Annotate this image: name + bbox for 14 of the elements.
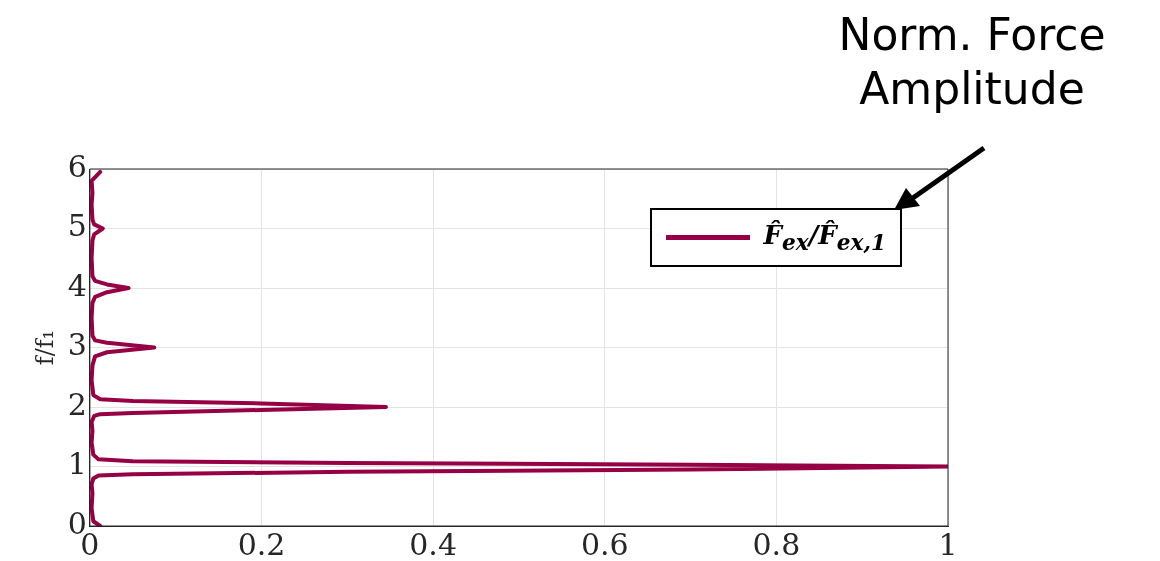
y-tick-label: 1 [67, 446, 87, 482]
y-tick-label: 3 [67, 327, 87, 363]
legend-label: F̂$_{ex}$/F̂$_{ex,1}$ [763, 220, 886, 256]
text: Norm. Force Amplitude [837, 8, 1107, 116]
y-tick-label: 2 [67, 386, 87, 422]
x-tick-label: 1 [938, 526, 958, 561]
x-tick-label: 0.6 [580, 526, 629, 561]
x-tick-label: 0.2 [237, 526, 286, 561]
x-tick-label: 0.4 [409, 526, 457, 561]
y-tick-label: 4 [67, 267, 87, 303]
y-axis-title: f/f₁ [30, 329, 59, 366]
y-tick-label: 6 [67, 148, 87, 184]
y-tick-label: 5 [67, 208, 87, 244]
x-tick-label: 0.8 [752, 526, 801, 561]
